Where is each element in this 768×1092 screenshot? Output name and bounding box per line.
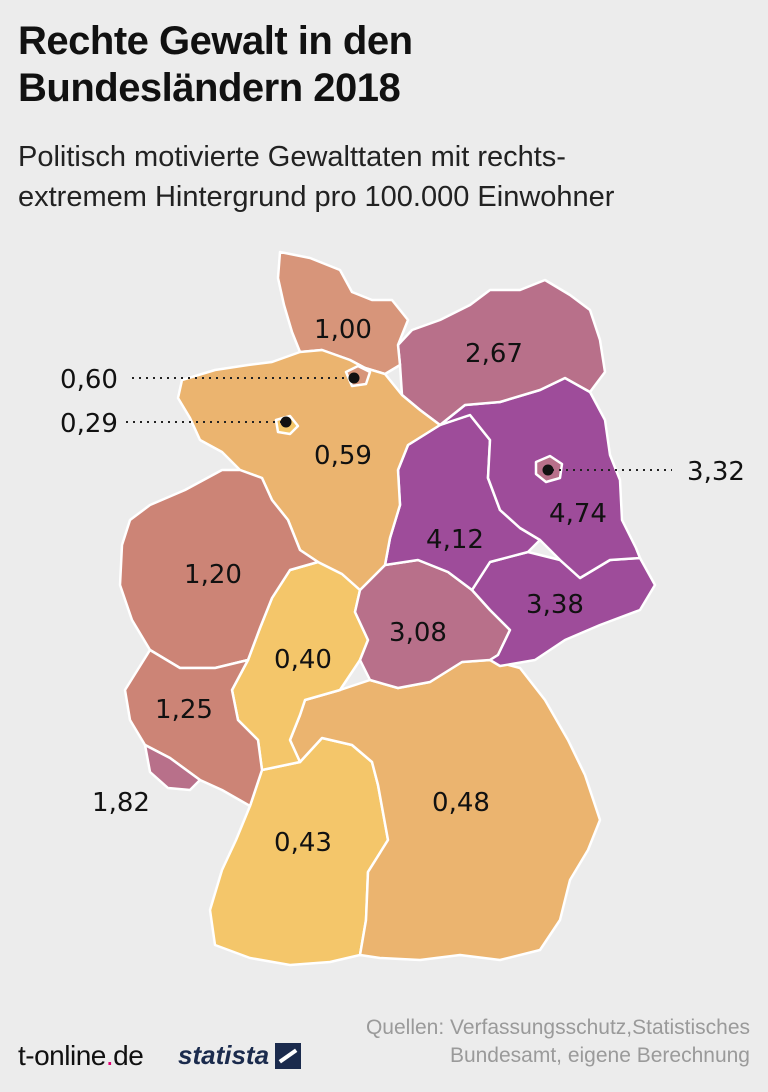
sources-note: Quellen: Verfassungsschutz,Statistisches… bbox=[320, 1014, 750, 1070]
region-rheinland-pfalz bbox=[123, 648, 264, 808]
subtitle: Politisch motivierte Gewalttaten mit rec… bbox=[18, 137, 763, 217]
label-bremen: 0,29 bbox=[60, 409, 118, 439]
label-brandenburg: 4,74 bbox=[549, 499, 607, 529]
bremen-marker bbox=[280, 416, 292, 428]
berlin-marker bbox=[542, 464, 554, 476]
tonline-logo: t-online.de bbox=[18, 1040, 144, 1072]
tonline-logo-main: t-online bbox=[18, 1040, 106, 1071]
subtitle-line-2: extremem Hintergrund pro 100.000 Einwohn… bbox=[18, 181, 615, 213]
region-sachsen bbox=[470, 550, 657, 668]
label-bayern: 0,48 bbox=[432, 788, 490, 818]
statista-mark-icon bbox=[275, 1042, 302, 1069]
region-schleswig-holstein bbox=[276, 250, 410, 376]
page-title: Rechte Gewalt in den Bundesländern 2018 bbox=[18, 18, 758, 112]
label-hessen: 0,40 bbox=[274, 645, 332, 675]
tonline-logo-dot: . bbox=[105, 1040, 114, 1071]
title-line-2: Bundesländern 2018 bbox=[18, 66, 401, 110]
region-saarland bbox=[143, 743, 202, 792]
label-mecklenburg-vorpommern: 2,67 bbox=[465, 339, 523, 369]
label-sachsen: 3,38 bbox=[526, 590, 584, 620]
region-nordrhein-westfalen bbox=[118, 468, 320, 670]
label-nordrhein-westfalen: 1,20 bbox=[184, 560, 242, 590]
region-niedersachsen bbox=[176, 348, 442, 592]
label-berlin: 3,32 bbox=[687, 457, 745, 487]
label-baden-wuerttemberg: 0,43 bbox=[274, 828, 332, 858]
hamburg-marker bbox=[348, 372, 360, 384]
title-line-1: Rechte Gewalt in den bbox=[18, 19, 413, 63]
tonline-logo-suffix: de bbox=[113, 1040, 144, 1071]
label-schleswig-holstein: 1,00 bbox=[314, 315, 372, 345]
label-rheinland-pfalz: 1,25 bbox=[155, 695, 213, 725]
label-thueringen: 3,08 bbox=[389, 618, 447, 648]
statista-logo: statista bbox=[178, 1040, 302, 1071]
sources-line-1: Quellen: Verfassungsschutz,Statistisches bbox=[365, 1016, 750, 1039]
label-hamburg: 0,60 bbox=[60, 365, 118, 395]
statista-logo-text: statista bbox=[178, 1040, 270, 1070]
label-niedersachsen: 0,59 bbox=[314, 441, 372, 471]
label-saarland: 1,82 bbox=[92, 788, 150, 818]
subtitle-line-1: Politisch motivierte Gewalttaten mit rec… bbox=[18, 141, 566, 173]
sources-line-2: Bundesamt, eigene Berechnung bbox=[449, 1044, 750, 1067]
label-sachsen-anhalt: 4,12 bbox=[426, 525, 484, 555]
